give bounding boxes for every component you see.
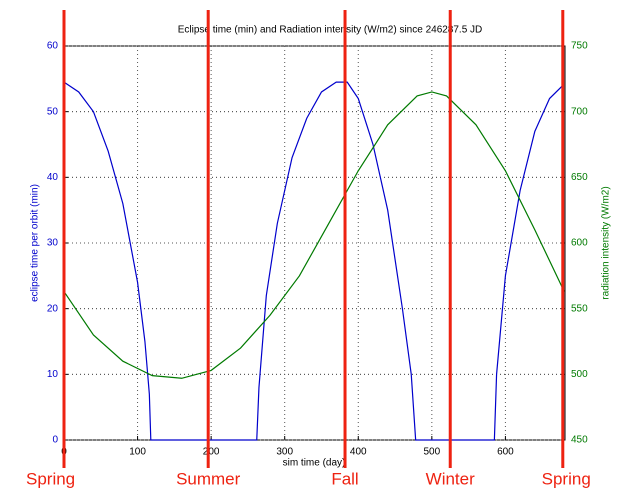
season-label: Winter — [426, 469, 475, 488]
y-tick-label: 30 — [47, 238, 59, 249]
season-label: Spring — [26, 469, 75, 488]
season-label: Summer — [176, 469, 241, 488]
y-tick-label: 10 — [47, 369, 59, 380]
x-tick-label: 600 — [497, 447, 514, 458]
y2-tick-label: 650 — [571, 172, 588, 183]
x-tick-label: 500 — [423, 447, 440, 458]
y2-tick-label: 600 — [571, 238, 588, 249]
x-tick-label: 200 — [203, 447, 220, 458]
y-tick-label: 40 — [47, 172, 59, 183]
y-tick-label: 0 — [52, 435, 58, 446]
x-tick-label: 100 — [129, 447, 146, 458]
x-axis-label: sim time (day) — [283, 458, 346, 469]
series-line — [63, 81, 564, 441]
season-label: Fall — [331, 469, 358, 488]
y-tick-label: 20 — [47, 303, 59, 314]
y2-tick-label: 550 — [571, 303, 588, 314]
y-tick-label: 60 — [47, 41, 59, 52]
y2-tick-label: 750 — [571, 41, 588, 52]
season-label: Spring — [542, 469, 591, 488]
y-axis-label: eclipse time per orbit (min) — [30, 184, 41, 302]
x-tick-label: 300 — [276, 447, 293, 458]
series-line — [63, 91, 565, 379]
y2-tick-label: 700 — [571, 106, 588, 117]
x-tick-label: 400 — [350, 447, 367, 458]
chart-title: Eclipse time (min) and Radiation intensi… — [178, 25, 483, 36]
y-tick-label: 50 — [47, 106, 59, 117]
y2-tick-label: 500 — [571, 369, 588, 380]
y2-tick-label: 450 — [571, 435, 588, 446]
y2-axis-label: radiation intensity (W/m2) — [601, 186, 612, 299]
